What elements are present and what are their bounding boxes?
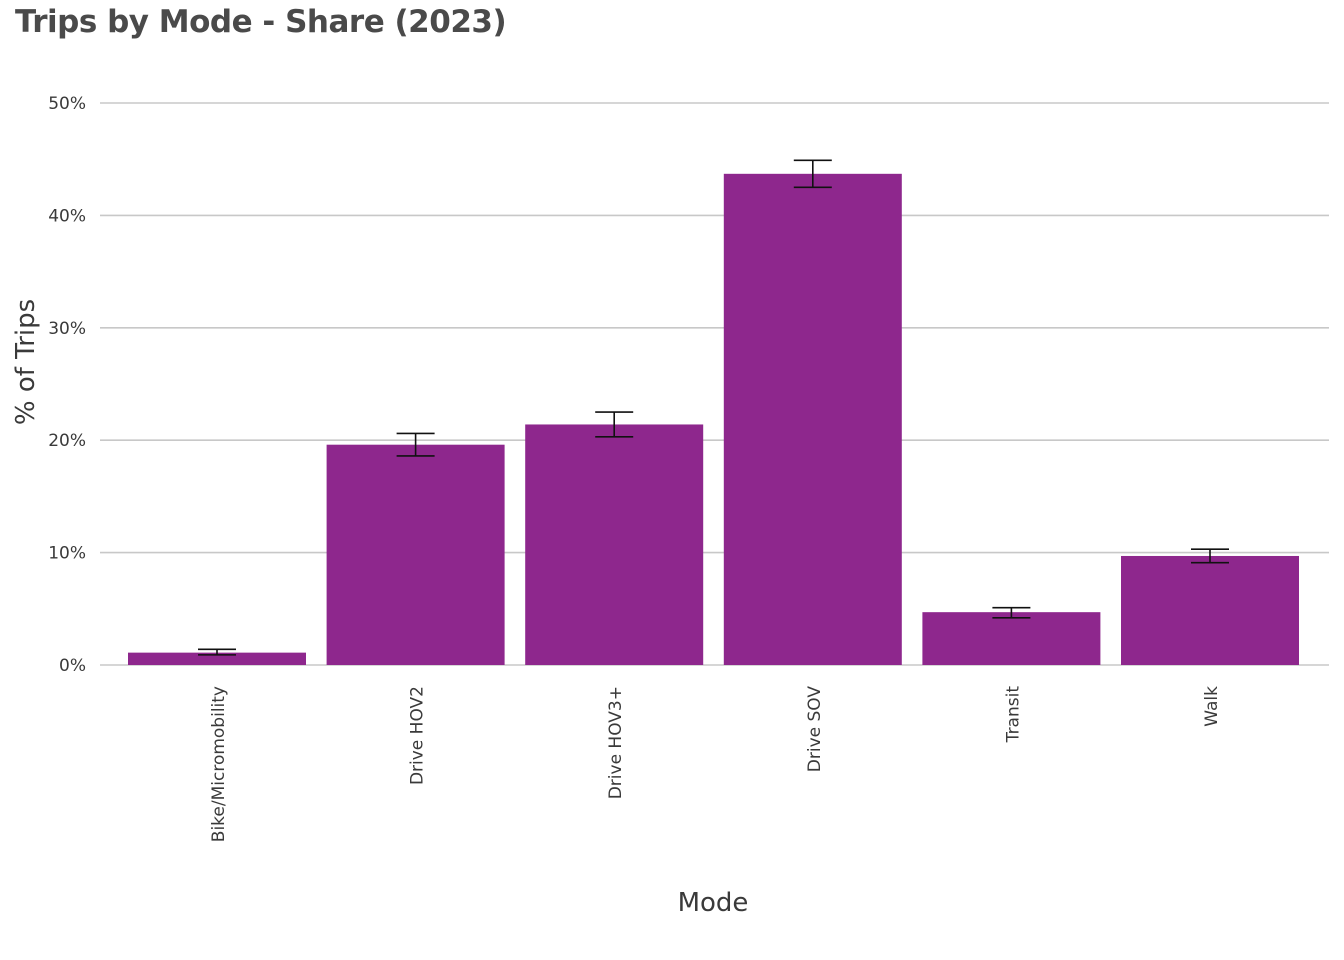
error-bars	[198, 159, 1229, 656]
x-tick-label: Drive HOV3+	[606, 686, 626, 799]
error-bar	[396, 432, 435, 457]
x-tick-label: Drive SOV	[805, 686, 825, 773]
x-tick-label: Transit	[1003, 686, 1023, 744]
y-tick-label: 30%	[48, 319, 86, 339]
y-tick-label: 20%	[48, 431, 86, 451]
y-tick-label: 10%	[48, 544, 86, 564]
bar	[128, 652, 306, 665]
bars	[128, 173, 1299, 665]
bar	[922, 612, 1101, 665]
error-bar	[595, 411, 634, 438]
bar	[723, 173, 902, 665]
error-bar	[992, 606, 1031, 619]
error-bar	[198, 648, 236, 656]
bar	[525, 424, 704, 665]
x-tick-label: Drive HOV2	[408, 686, 428, 785]
chart-title: Trips by Mode - Share (2023)	[15, 4, 507, 40]
bar	[326, 444, 505, 665]
x-tick-label: Bike/Micromobility	[209, 686, 229, 842]
bar	[1121, 555, 1299, 665]
x-tick-label: Walk	[1202, 686, 1222, 727]
y-axis-ticks: 0% 10% 20% 30% 40% 50%	[48, 94, 86, 676]
y-axis-title: % of Trips	[11, 299, 41, 425]
error-bar	[1191, 548, 1229, 564]
y-tick-label: 50%	[48, 94, 86, 114]
error-bar	[793, 159, 832, 189]
y-tick-label: 40%	[48, 206, 86, 226]
x-axis-title: Mode	[678, 888, 749, 918]
y-tick-label: 0%	[59, 656, 86, 676]
x-axis-ticks: Bike/Micromobility Drive HOV2 Drive HOV3+ D…	[209, 686, 1222, 843]
